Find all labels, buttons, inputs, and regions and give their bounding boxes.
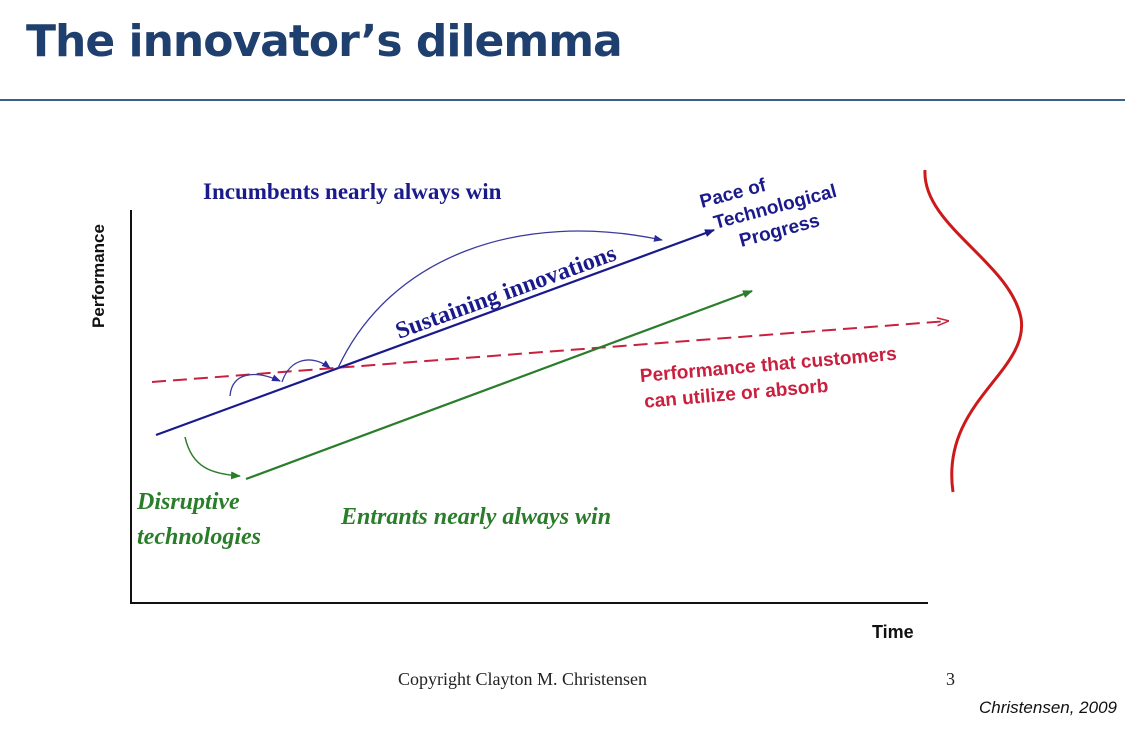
title-divider — [0, 99, 1125, 101]
customer-performance-line — [151, 321, 948, 383]
disruptive-label-line2: technologies — [137, 524, 261, 550]
slide-title: The innovator’s dilemma — [26, 16, 623, 67]
sustaining-hop-arrow — [229, 374, 281, 397]
sustaining-technology-line — [155, 228, 715, 437]
source-credit: Christensen, 2009 — [979, 698, 1117, 717]
disruptive-technology-line — [245, 289, 753, 481]
copyright-footer: Copyright Clayton M. Christensen — [398, 669, 647, 689]
x-axis-label: Time — [872, 622, 914, 642]
entrants-label: Entrants nearly always win — [340, 504, 611, 530]
disruptive-entry-arrow — [184, 436, 241, 480]
page-number: 3 — [946, 669, 955, 689]
sustaining-innovations-label: Sustaining innovations — [392, 241, 620, 345]
incumbents-label: Incumbents nearly always win — [203, 179, 502, 204]
sustaining-big-arc-arrow — [337, 230, 663, 369]
sustaining-hop-arrow — [281, 359, 331, 383]
market-distribution-curve — [923, 169, 1024, 493]
pace-of-progress-label: Pace of Technological Progress — [698, 175, 839, 252]
customer-performance-label: Performance that customers can utilize o… — [639, 344, 898, 413]
y-axis-label: Performance — [89, 224, 108, 328]
disruptive-label-line1: Disruptive — [136, 489, 240, 515]
